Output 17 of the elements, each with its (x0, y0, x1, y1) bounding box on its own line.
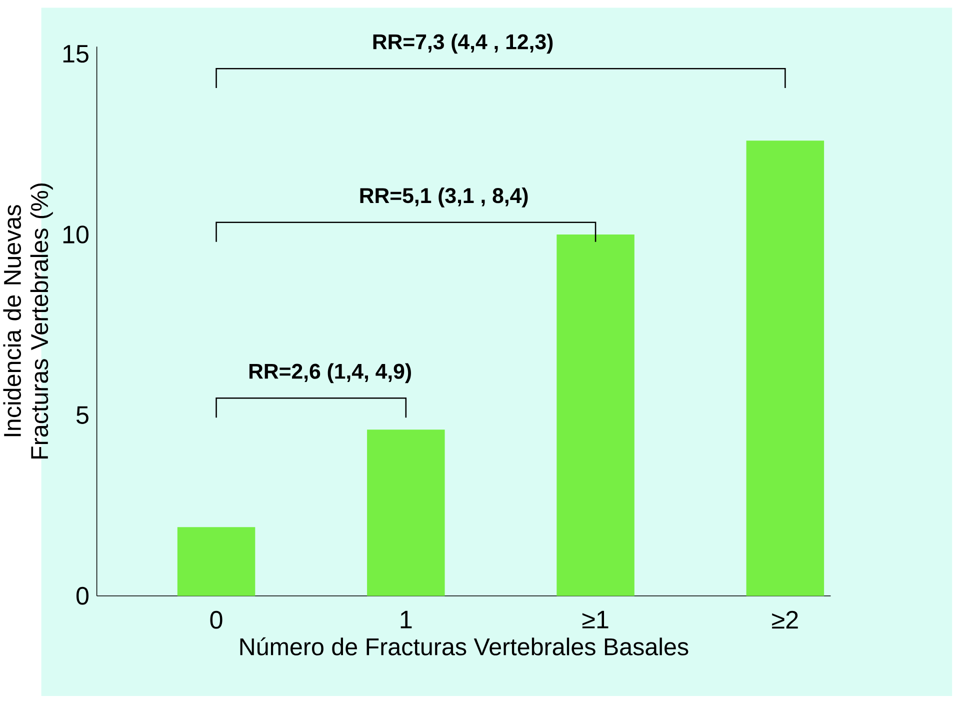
bar (746, 140, 824, 596)
bar (556, 234, 634, 596)
y-tick-label: 0 (76, 587, 89, 605)
annotation: RR=2,6 (1,4, 4,9) (249, 363, 411, 384)
y-tick-label: 15 (63, 45, 88, 63)
x-axis-title: Número de Fracturas Vertebrales Basales (240, 637, 688, 656)
y-axis-title: Incidencia de Nuevas Fracturas Vertebrales (%) (3, 184, 53, 459)
y-tick-label: 5 (76, 406, 88, 424)
bar (367, 430, 445, 596)
x-tick-label: ≥2 (772, 611, 798, 629)
y-tick-label: 10 (63, 226, 89, 244)
annotation: RR=7,3 (4,4 , 12,3) (373, 34, 553, 54)
bar (177, 527, 256, 596)
x-tick-label: 0 (210, 611, 222, 629)
x-tick-label: 1 (400, 611, 412, 628)
annotation: RR=5,1 (3,1 , 8,4) (360, 188, 528, 208)
x-tick-label: ≥1 (582, 611, 608, 628)
